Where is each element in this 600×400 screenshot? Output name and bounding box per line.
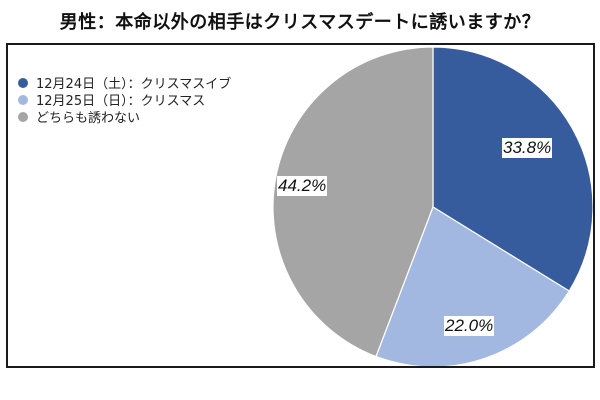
legend-label: どちらも誘わない bbox=[36, 111, 141, 126]
slice-label-dec24: 33.8% bbox=[502, 138, 553, 158]
legend-item-dec24: 12月24日（土）：クリスマスイブ bbox=[18, 74, 232, 92]
legend-label: 12月24日（土）：クリスマスイブ bbox=[36, 77, 232, 92]
legend-item-dec25: 12月25日（日）：クリスマス bbox=[18, 91, 231, 109]
pie-slice-dec24 bbox=[432, 46, 593, 292]
pie-slice-neither bbox=[272, 46, 434, 358]
legend-marker-icon bbox=[18, 94, 28, 105]
legend-label: 12月25日（日）：クリスマス bbox=[36, 94, 206, 109]
legend-marker-icon bbox=[18, 77, 28, 88]
slice-label-dec25: 22.0% bbox=[444, 316, 495, 336]
legend: 12月24日（土）：クリスマスイブ 12月25日（日）：クリスマス どちらも誘わ… bbox=[18, 74, 232, 126]
slice-label-neither: 44.2% bbox=[277, 176, 328, 196]
legend-marker-icon bbox=[18, 111, 28, 122]
chart-frame: 12月24日（土）：クリスマスイブ 12月25日（日）：クリスマス どちらも誘わ… bbox=[6, 43, 595, 368]
chart-title: 男性：本命以外の相手はクリスマスデートに誘いますか？ bbox=[59, 12, 541, 33]
legend-item-neither: どちらも誘わない bbox=[18, 108, 231, 126]
pie-slice-dec25 bbox=[375, 206, 570, 366]
pie-chart bbox=[272, 46, 593, 366]
